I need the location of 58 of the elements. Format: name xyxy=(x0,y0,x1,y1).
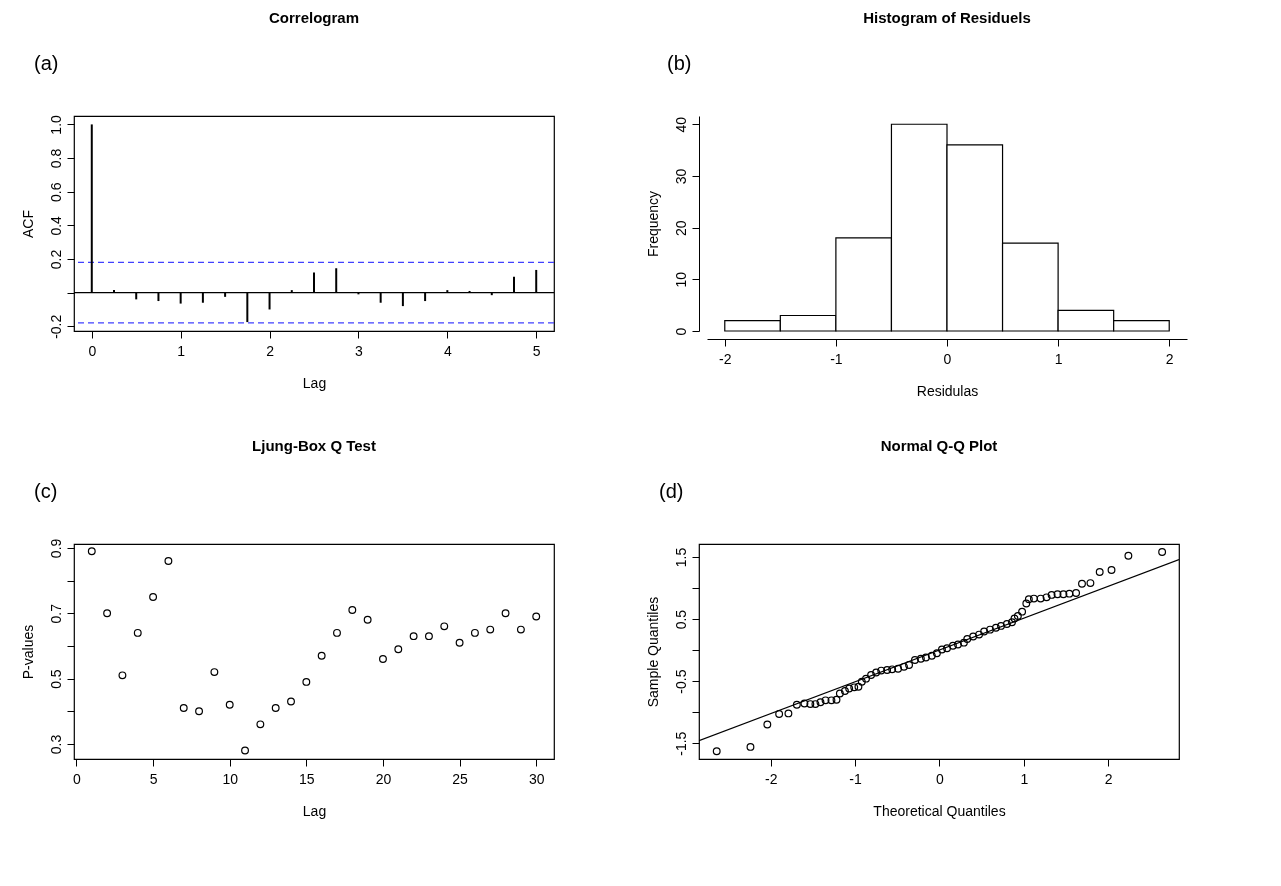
x-tick-label: 10 xyxy=(222,770,239,787)
y-tick-label: -0.5 xyxy=(672,669,689,694)
x-axis-title: Theoretical Quantiles xyxy=(873,802,1006,819)
y-tick-label: -1.5 xyxy=(672,731,689,756)
y-tick-label: 40 xyxy=(672,116,689,133)
x-tick-label: 1 xyxy=(1020,770,1029,787)
text: (b) xyxy=(667,52,692,74)
x-axis-title: Lag xyxy=(302,374,327,391)
x-tick-label: 1 xyxy=(177,342,186,359)
y-axis-title: P-values xyxy=(19,624,36,680)
x-tick-label: 4 xyxy=(443,342,452,359)
x-tick-label: -1 xyxy=(830,350,843,367)
chart-title: Histogram of Residuels xyxy=(863,9,1031,26)
x-tick-label: 0 xyxy=(936,770,945,787)
x-tick-label: 0 xyxy=(88,342,97,359)
y-tick-label: 0.9 xyxy=(47,538,64,559)
x-tick-label: 1 xyxy=(1054,350,1063,367)
x-axis-title: Lag xyxy=(302,802,327,819)
y-tick-label: 10 xyxy=(672,271,689,288)
y-tick-label: 0.5 xyxy=(47,669,64,689)
x-tick-label: 30 xyxy=(528,770,545,787)
y-tick-label: 0.2 xyxy=(47,249,64,270)
y-tick-label: 0.4 xyxy=(47,215,64,236)
y-tick-label: 0.8 xyxy=(47,148,64,169)
text: (c) xyxy=(34,480,58,502)
chart-title: Correlogram xyxy=(268,9,360,26)
x-tick-label: 5 xyxy=(149,770,158,787)
x-tick-label: -2 xyxy=(764,770,778,787)
y-tick-label: 0.3 xyxy=(47,734,64,755)
x-tick-label: -1 xyxy=(849,770,862,787)
x-axis-title: Residulas xyxy=(916,382,979,399)
x-tick-label: 2 xyxy=(266,342,275,359)
x-tick-label: -2 xyxy=(719,350,732,367)
x-tick-label: 0 xyxy=(943,350,952,367)
y-tick-label: 0 xyxy=(672,327,689,336)
y-tick-label: 0.6 xyxy=(47,182,64,202)
y-axis-title: Frequency xyxy=(644,190,661,258)
x-tick-label: 15 xyxy=(299,770,315,787)
y-tick-label: 30 xyxy=(672,168,689,185)
x-tick-label: 2 xyxy=(1104,770,1113,787)
y-tick-label: 0.5 xyxy=(672,609,689,630)
y-tick-label: 1.0 xyxy=(47,114,64,135)
x-tick-label: 3 xyxy=(355,342,364,359)
x-tick-label: 5 xyxy=(532,342,541,359)
x-tick-label: 2 xyxy=(1165,350,1174,367)
y-tick-label: -0.2 xyxy=(47,314,64,339)
text: (a) xyxy=(34,52,59,74)
y-axis-title: Sample Quantiles xyxy=(644,596,661,708)
chart-title: Normal Q-Q Plot xyxy=(880,437,998,454)
chart-title: Ljung-Box Q Test xyxy=(252,437,376,454)
x-tick-label: 0 xyxy=(73,770,82,787)
y-tick-label: 20 xyxy=(672,220,689,236)
x-tick-label: 25 xyxy=(452,770,469,787)
y-axis-title: ACF xyxy=(19,210,36,238)
y-tick-label: 1.5 xyxy=(672,547,689,568)
x-tick-label: 20 xyxy=(375,770,392,787)
y-tick-label: 0.7 xyxy=(47,603,64,624)
text: (d) xyxy=(659,480,684,502)
